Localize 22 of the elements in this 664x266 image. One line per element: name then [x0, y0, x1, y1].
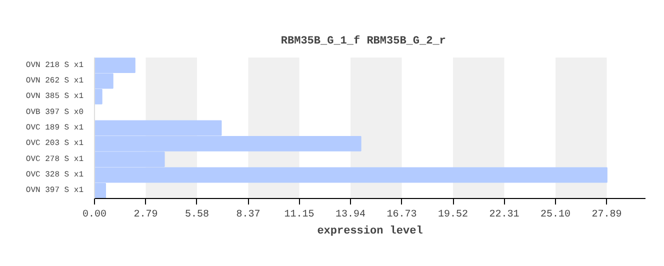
- y-tick-label: OVN 397 S x1: [26, 186, 84, 196]
- x-tick-label: 0.00: [82, 210, 107, 220]
- x-tick-label: 19.52: [438, 210, 468, 220]
- y-tick-label: OVC 278 S x1: [26, 154, 84, 164]
- x-tick-label: 22.31: [489, 210, 520, 220]
- x-tick-label: 5.58: [184, 210, 209, 220]
- y-tick-label: OVC 328 S x1: [26, 170, 84, 180]
- x-tick-label: 13.94: [336, 210, 366, 220]
- y-tick-label: OVC 203 S x1: [26, 139, 84, 148]
- y-tick-label: OVN 218 S x1: [26, 60, 84, 70]
- x-tick-label: 25.10: [540, 210, 571, 220]
- x-tick-label: 8.37: [236, 210, 260, 220]
- x-tick-label: 11.15: [284, 210, 314, 220]
- x-tick-label: 27.89: [592, 210, 622, 220]
- chart-title: RBM35B_G_1_f RBM35B_G_2_r: [280, 34, 446, 48]
- y-tick-label: OVC 189 S x1: [26, 124, 84, 132]
- y-tick-label: OVB 397 S x0: [26, 108, 84, 117]
- x-tick-label: 2.79: [134, 210, 158, 220]
- x-tick-label: 16.73: [386, 210, 417, 220]
- y-tick-label: OVN 262 S x1: [26, 76, 84, 86]
- x-axis-title: expression level: [317, 226, 424, 238]
- y-tick-label: OVN 385 S x1: [26, 92, 84, 102]
